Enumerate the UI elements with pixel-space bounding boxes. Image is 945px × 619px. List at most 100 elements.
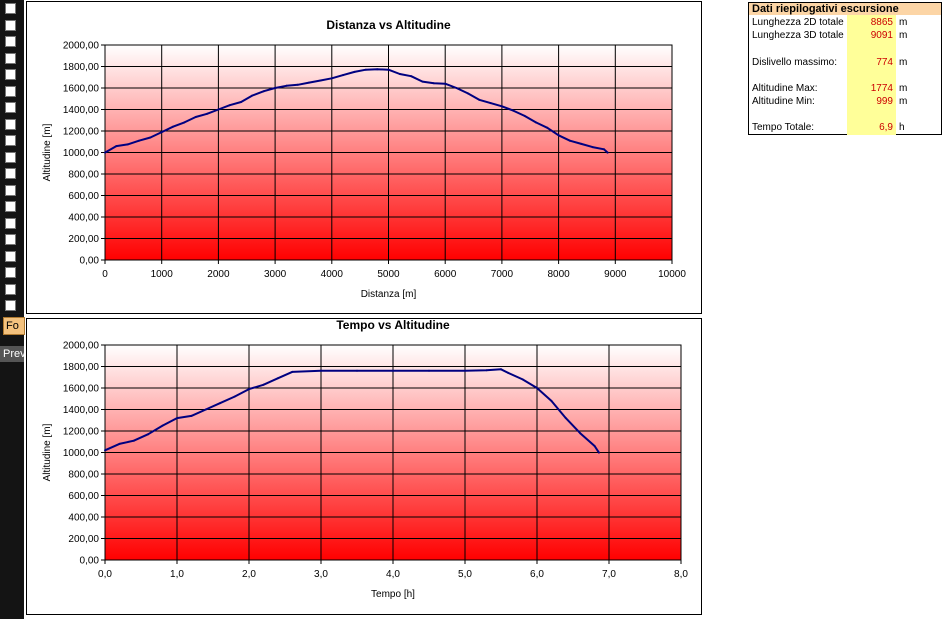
data-point bbox=[262, 383, 265, 386]
data-point bbox=[276, 377, 279, 380]
summary-label: Lunghezza 2D totale bbox=[752, 17, 844, 28]
data-point bbox=[228, 104, 231, 107]
data-point bbox=[104, 151, 106, 154]
summary-unit: m bbox=[899, 57, 908, 68]
data-point bbox=[190, 414, 193, 417]
summary-unit: m bbox=[899, 17, 908, 28]
summary-label: Lunghezza 3D totale bbox=[752, 30, 844, 41]
x-tick-label: 6000 bbox=[434, 269, 457, 280]
y-tick-label: 200,00 bbox=[68, 534, 99, 545]
data-point bbox=[330, 77, 333, 80]
data-point bbox=[149, 136, 152, 139]
data-point bbox=[204, 408, 207, 411]
summary-value: 9091 bbox=[870, 30, 893, 41]
summary-value: 8865 bbox=[870, 17, 893, 28]
data-point bbox=[176, 417, 178, 420]
data-point bbox=[603, 148, 605, 151]
y-tick-label: 200,00 bbox=[68, 234, 99, 245]
data-point bbox=[593, 445, 596, 447]
sidebar-tab-fo[interactable]: Fo bbox=[3, 317, 25, 335]
data-point bbox=[251, 94, 254, 97]
summary-unit: h bbox=[899, 122, 905, 133]
data-point bbox=[262, 90, 265, 93]
y-axis-label: Altitudine [m] bbox=[42, 123, 53, 181]
sidebar-square-icon bbox=[5, 69, 16, 80]
y-tick-label: 1200,00 bbox=[63, 427, 100, 438]
x-tick-label: 3000 bbox=[264, 269, 287, 280]
data-point bbox=[115, 145, 118, 148]
y-tick-label: 2000,00 bbox=[63, 341, 100, 352]
data-point bbox=[485, 369, 488, 372]
sidebar-square-icon bbox=[5, 52, 16, 64]
y-tick-label: 2000,00 bbox=[63, 41, 100, 52]
y-tick-label: 800,00 bbox=[68, 170, 99, 181]
x-tick-label: 0,0 bbox=[98, 569, 112, 580]
data-point bbox=[240, 101, 243, 103]
data-point bbox=[507, 371, 510, 374]
data-point bbox=[206, 112, 209, 115]
sidebar-square-icon bbox=[5, 36, 16, 47]
data-point bbox=[118, 442, 121, 445]
sidebar-tab-prev[interactable]: Prev bbox=[0, 346, 24, 362]
data-point bbox=[233, 395, 236, 398]
sidebar-square-icon bbox=[5, 300, 16, 311]
y-tick-label: 1600,00 bbox=[63, 384, 100, 395]
x-tick-label: 5000 bbox=[377, 269, 400, 280]
y-tick-label: 1800,00 bbox=[63, 362, 100, 373]
data-point bbox=[546, 126, 549, 129]
x-axis-label: Tempo [h] bbox=[371, 589, 415, 600]
data-point bbox=[580, 142, 583, 145]
data-point bbox=[356, 369, 358, 372]
x-tick-label: 8,0 bbox=[674, 569, 688, 580]
chart-tempo-svg: 0,00 200,00 400,00 600,00 800,00 1000,00 1200,… bbox=[42, 319, 688, 600]
summary-label: Altitudine Max: bbox=[752, 83, 818, 94]
data-point bbox=[138, 139, 140, 142]
x-tick-label: 2000 bbox=[207, 269, 230, 280]
data-point bbox=[606, 151, 609, 154]
y-tick-label: 1800,00 bbox=[63, 62, 100, 73]
data-point bbox=[410, 75, 413, 78]
data-point bbox=[132, 439, 135, 442]
data-point bbox=[455, 87, 458, 89]
x-tick-label: 5,0 bbox=[458, 569, 472, 580]
sidebar-square-icon bbox=[5, 151, 16, 163]
data-point bbox=[364, 68, 367, 71]
sidebar-square-icon bbox=[5, 85, 16, 97]
data-point bbox=[444, 82, 447, 85]
summary-values-column bbox=[847, 15, 896, 135]
data-point bbox=[466, 92, 469, 95]
data-point bbox=[464, 369, 466, 372]
data-point bbox=[308, 81, 311, 84]
data-point bbox=[387, 68, 390, 71]
y-tick-label: 1000,00 bbox=[63, 148, 100, 159]
x-tick-label: 9000 bbox=[604, 269, 627, 280]
data-point bbox=[432, 82, 435, 85]
sidebar-square-icon bbox=[5, 102, 16, 113]
data-point bbox=[217, 108, 220, 111]
data-point bbox=[428, 369, 430, 372]
data-point bbox=[421, 80, 424, 83]
left-sidebar: Fo Prev bbox=[0, 0, 25, 619]
data-point bbox=[342, 74, 345, 77]
summary-label: Altitudine Min: bbox=[752, 96, 815, 107]
summary-unit: m bbox=[899, 96, 908, 107]
data-point bbox=[398, 73, 401, 75]
data-point bbox=[489, 102, 492, 105]
sidebar-square-icon bbox=[5, 3, 16, 14]
summary-value: 774 bbox=[876, 57, 893, 68]
series-line bbox=[104, 68, 609, 154]
x-tick-label: 6,0 bbox=[530, 569, 544, 580]
x-tick-label: 1000 bbox=[151, 269, 174, 280]
sidebar-square-icon bbox=[5, 135, 16, 146]
y-tick-label: 1600,00 bbox=[63, 84, 100, 95]
data-point bbox=[194, 116, 197, 118]
chart-tempo-altitudine: 0,00 200,00 400,00 600,00 800,00 1000,00 1200,… bbox=[26, 318, 702, 615]
x-tick-label: 2,0 bbox=[242, 569, 256, 580]
data-point bbox=[521, 378, 524, 381]
data-point bbox=[160, 131, 163, 134]
y-tick-label: 800,00 bbox=[68, 470, 99, 481]
x-tick-label: 8000 bbox=[547, 269, 570, 280]
summary-row-length-2d: Lunghezza 2D totale 8865 m bbox=[749, 17, 941, 29]
x-tick-label: 10000 bbox=[658, 269, 686, 280]
sidebar-square-icon bbox=[5, 217, 16, 229]
